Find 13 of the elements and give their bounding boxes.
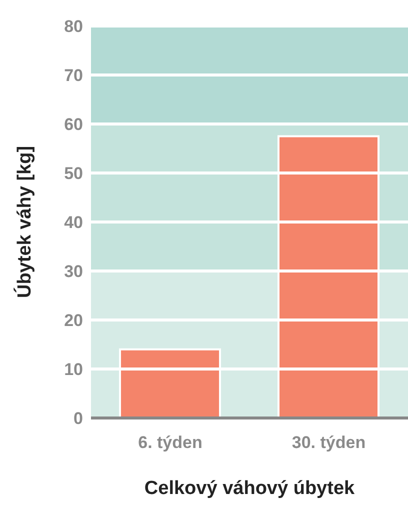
y-tick-label: 20: [64, 311, 83, 330]
y-tick-label: 40: [64, 213, 83, 232]
y-tick-label: 60: [64, 115, 83, 134]
y-tick-label: 30: [64, 262, 83, 282]
y-axis-title: Úbytek váhy [kg]: [14, 146, 36, 298]
x-axis-title: Celkový váhový úbytek: [144, 478, 356, 499]
y-tick-label: 70: [64, 66, 83, 86]
x-tick-label: 30. týden: [292, 433, 366, 452]
y-tick-label: 10: [64, 360, 83, 380]
y-tick-label: 80: [64, 17, 83, 36]
y-tick-label: 0: [74, 409, 83, 428]
y-tick-label: 50: [64, 164, 83, 184]
x-tick-label: 6. týden: [138, 433, 202, 452]
